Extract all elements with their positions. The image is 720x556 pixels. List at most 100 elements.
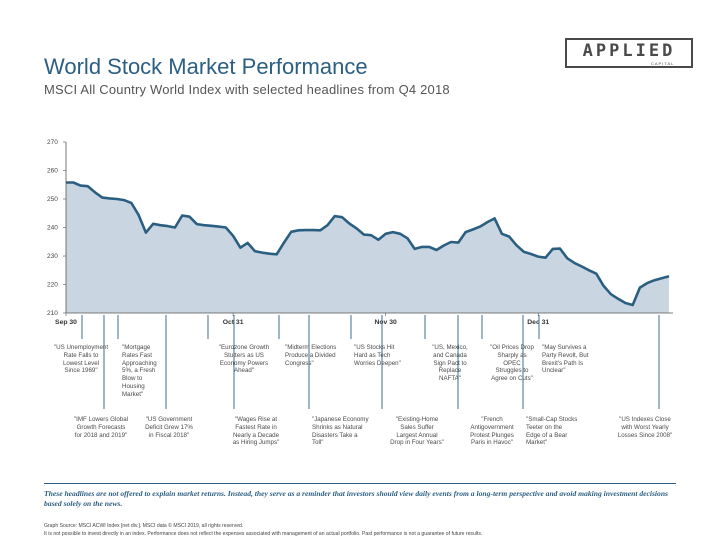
headline-line: "Small-Cap Stocks [526, 416, 578, 423]
headline-text: "Japanese Economy Shrinks as Natural Disas… [312, 416, 378, 447]
headline-text: "US Stocks Hit Hard as Tech Worries Deepen… [354, 344, 412, 367]
headline-line: "Eurozone Growth [218, 344, 270, 351]
headline-text: "French Antigovernment Protest Plunges Pari… [461, 416, 523, 447]
y-tick-label: 210 [47, 310, 58, 317]
headline-line: Congress" [285, 359, 314, 367]
headline-line: "Japanese Economy [312, 416, 369, 423]
headline-line: Economy Powers [219, 359, 269, 367]
y-tick-label: 260 [47, 168, 58, 175]
headline-line: Stutters as US [224, 351, 264, 359]
headline-line: Housing [122, 382, 145, 390]
headline-line: Lowest Level [62, 359, 100, 367]
headline-text: "US Unemployment Rate Falls to Lowest Leve… [50, 344, 112, 375]
headline-line: "US, Mexico, [432, 344, 468, 351]
headline-line: Nearly a Decade [232, 431, 280, 439]
headline-line: "Midterm Elections [285, 344, 337, 351]
y-tick-label: 270 [47, 139, 58, 146]
graph-source: Graph Source: MSCI ACWI Index [net div.]… [44, 523, 244, 529]
headline-text: "Existing-Home Sales Suffer Largest Annual… [384, 416, 450, 447]
headline-line: Drop in Four Years" [390, 439, 444, 447]
headline-line: Shrinks as Natural [312, 423, 363, 431]
x-tick-label: Nov 30 [375, 319, 398, 326]
series-line [66, 181, 670, 307]
disclaimer-text: These headlines are not offered to expla… [44, 489, 669, 508]
headline-line: Losses Since 2008" [617, 431, 673, 439]
headline-line: Produce a Divided [285, 351, 336, 359]
headline-line: Largest Annual [396, 431, 438, 439]
headline-line: as Hiring Jumps" [232, 439, 280, 447]
x-tick-label: Dec 31 [527, 319, 549, 326]
x-tick-label: Oct 31 [223, 319, 244, 326]
headline-line: Growth Forecasts [76, 423, 126, 431]
headline-text: "Wages Rise at Fastest Rate in Nearly a De… [224, 416, 288, 447]
logo-frame [565, 38, 693, 68]
logo-wordmark: APPLIED [582, 41, 676, 61]
headline-line: Edge of a Bear [526, 431, 568, 439]
headline-line: Party Revolt, But [542, 351, 589, 359]
headline-text: "US, Mexico, and Canada Sign Pact to Replac… [428, 344, 472, 383]
headline-line: Fastest Rate in [235, 423, 277, 431]
headline-text: "May Survives a Party Revolt, But Brexit's… [542, 344, 604, 375]
headline-line: Since 1969" [64, 367, 98, 375]
headline-text: "US Indexes Close with Worst Yearly Losses… [612, 416, 678, 439]
headline-line: Paris in Havoc" [470, 439, 514, 447]
headline-line: Market" [122, 390, 144, 398]
headline-line: Antigovernment [470, 423, 514, 431]
headline-line: "Existing-Home [395, 416, 439, 423]
series-area-fill [66, 182, 669, 313]
headline-text: "IMF Lowers Global Growth Forecasts for 20… [66, 416, 136, 439]
headline-line: "US Unemployment [53, 344, 109, 351]
headline-text: "Midterm Elections Produce a Divided Congr… [285, 344, 349, 367]
headline-text: "Small-Cap Stocks Teeter on the Edge of a … [526, 416, 588, 447]
headline-line: "French [481, 416, 503, 423]
y-tick-label: 220 [47, 282, 58, 289]
headline-line: Sales Suffer [400, 423, 434, 431]
headline-line: Worries Deepen" [354, 359, 401, 367]
headline-line: Rates Fast [122, 351, 152, 359]
page-title: World Stock Market Performance [44, 54, 368, 79]
headline-line: "Wages Rise at [234, 416, 278, 423]
logo-subtext: CAPITAL [649, 61, 677, 66]
headline-text: "US Government Deficit Grew 17% in Fiscal … [140, 416, 198, 439]
page-subtitle: MSCI All Country World Index with select… [44, 82, 450, 97]
headline-text: "Oil Prices Drop Sharply as OPEC Struggles … [484, 344, 540, 383]
headline-line: Sharply as [497, 351, 527, 359]
headline-line: in Fiscal 2018" [148, 431, 190, 439]
headline-line: Rate Falls to [63, 351, 99, 359]
x-tick-label: Sep 30 [55, 319, 77, 326]
performance-note: It is not possible to invest directly in… [44, 530, 483, 537]
headline-line: "US Government [145, 416, 193, 423]
headline-line: Approaching [122, 359, 157, 367]
headline-line: with Worst Yearly [621, 423, 669, 431]
stock-area-chart: 210 220 230 240 250 260 270 Sep 30 Oct 31 Nov 30 D… [47, 139, 673, 409]
headline-line: "US Indexes Close [619, 416, 671, 423]
headline-text: "Eurozone Growth Stutters as US Economy Po… [212, 344, 276, 375]
footer-divider [44, 483, 676, 484]
headline-line: and Canada [433, 351, 467, 359]
headline-text: "Mortgage Rates Fast Approaching 5%, a Fres… [122, 344, 164, 399]
y-tick-label: 240 [47, 225, 58, 232]
headline-line: "Oil Prices Drop [490, 344, 534, 351]
headline-line: Deficit Grew 17% [145, 423, 193, 431]
headline-line: Struggles to [495, 367, 529, 375]
headline-line: NAFTA" [438, 375, 462, 383]
headline-line: "Mortgage [122, 344, 151, 351]
headline-line: Ahead" [233, 367, 255, 375]
y-tick-label: 250 [47, 196, 58, 203]
headline-line: "IMF Lowers Global [73, 416, 129, 423]
headline-line: Unclear" [542, 367, 566, 375]
headline-line: Agree on Cuts" [491, 375, 533, 383]
source-note: Graph Source: MSCI ACWI Index [net div.]… [44, 523, 482, 538]
headline-line: Protest Plunges [470, 431, 514, 439]
headline-line: Toll" [312, 439, 324, 447]
headline-line: Brexit's Path Is [542, 359, 584, 367]
y-tick-label: 230 [47, 253, 58, 260]
headline-line: Replace [438, 367, 462, 375]
headline-line: Blow to [122, 375, 143, 383]
headline-line: 5%, a Fresh [122, 367, 156, 375]
company-logo: APPLIED CAPITAL [565, 38, 693, 68]
headline-line: "US Stocks Hit [354, 344, 395, 351]
headline-line: OPEC [503, 359, 521, 367]
headline-line: Market" [526, 439, 548, 447]
headline-line: Teeter on the [526, 423, 563, 431]
